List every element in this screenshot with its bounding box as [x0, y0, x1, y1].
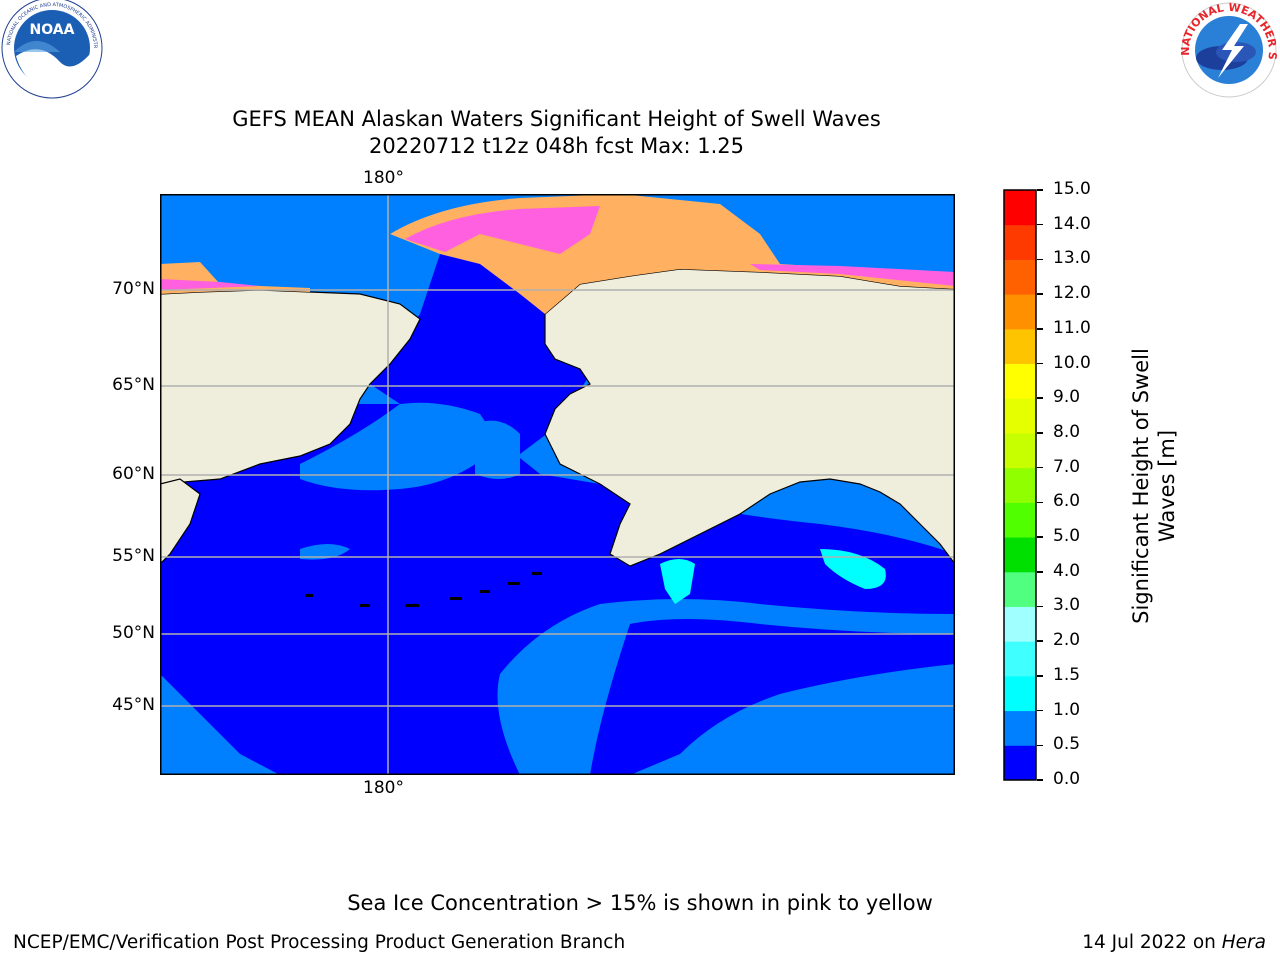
map-gridlines	[160, 194, 955, 775]
colorbar-tick-mark	[1037, 779, 1043, 781]
colorbar-tick-label: 1.0	[1053, 699, 1081, 720]
colorbar-tick-label: 15.0	[1053, 179, 1091, 199]
colorbar-tick-mark	[1037, 466, 1043, 469]
colorbar-segment	[1004, 294, 1036, 330]
colorbar-tick-mark	[1037, 605, 1043, 608]
colorbar-tick-mark	[1037, 362, 1043, 365]
colorbar-segment	[1004, 224, 1036, 260]
colorbar-tick-label: 2.0	[1053, 630, 1081, 651]
svg-text:NOAA: NOAA	[30, 22, 75, 38]
colorbar-label-line2: Waves [m]	[1155, 429, 1179, 543]
colorbar-tick-label: 5.0	[1053, 526, 1081, 547]
colorbar-tick-label: 11.0	[1053, 317, 1091, 338]
lat-label-60n: 60°N	[112, 464, 155, 484]
colorbar-tick-label: 8.0	[1053, 421, 1081, 442]
colorbar-tick-mark	[1037, 328, 1043, 330]
colorbar-segment	[1004, 641, 1036, 677]
colorbar-segment	[1004, 571, 1036, 607]
colorbar-tick-mark	[1037, 536, 1043, 538]
sea-ice-edge-east	[750, 264, 955, 286]
colorbar-tick-mark	[1037, 501, 1043, 504]
colorbar-tick-mark	[1037, 189, 1043, 191]
colorbar-tick-mark	[1037, 293, 1043, 295]
swell-region-mid-bay	[475, 420, 520, 479]
swell-patch-high-2	[820, 549, 886, 589]
lat-label-45n: 45°N	[112, 695, 155, 715]
colorbar-label-line1: Significant Height of Swell	[1129, 348, 1153, 624]
colorbar-tick-label: 7.0	[1053, 456, 1081, 477]
lat-label-50n: 50°N	[112, 623, 155, 643]
footer-credit: NCEP/EMC/Verification Post Processing Pr…	[13, 932, 626, 953]
colorbar-segment	[1004, 328, 1036, 365]
colorbar-tick-mark	[1037, 709, 1043, 712]
aleutian-islands	[305, 572, 542, 607]
footer-host: Hera	[1221, 932, 1266, 953]
swell-region-low	[160, 404, 955, 775]
colorbar-segment	[1004, 190, 1036, 226]
noaa-logo: NOAA NATIONAL OCEANIC AND ATMOSPHERIC AD…	[0, 0, 103, 99]
colorbar-segment	[1004, 606, 1036, 642]
footer-date-text: 14 Jul 2022 on	[1082, 932, 1222, 953]
colorbar-segment	[1004, 363, 1036, 399]
colorbar-tick-label: 10.0	[1053, 352, 1091, 373]
colorbar-tick-label: 3.0	[1053, 595, 1081, 616]
colorbar-segment	[1004, 398, 1036, 434]
map-frame	[160, 194, 955, 775]
lat-label-55n: 55°N	[112, 546, 155, 566]
swell-region-low-south	[590, 619, 955, 775]
lat-label-70n: 70°N	[112, 279, 155, 299]
colorbar	[1003, 189, 1037, 781]
lon-label-top: 180°	[363, 168, 404, 188]
lon-label-bottom: 180°	[363, 778, 404, 798]
footer-date: 14 Jul 2022 on Hera	[1082, 932, 1266, 953]
colorbar-tick-mark	[1037, 432, 1043, 434]
colorbar-tick-label: 1.5	[1053, 664, 1081, 685]
swell-height-map	[160, 194, 955, 775]
colorbar-tick-label: 0.0	[1053, 769, 1081, 789]
chart-title: GEFS MEAN Alaskan Waters Significant Hei…	[232, 107, 881, 131]
colorbar-segment	[1004, 675, 1036, 712]
colorbar-segment	[1004, 467, 1036, 503]
colorbar-tick-mark	[1037, 258, 1043, 261]
colorbar-frame	[1003, 189, 1037, 781]
sea-ice-note: Sea Ice Concentration > 15% is shown in …	[347, 891, 933, 915]
swell-region-mid-bering	[300, 402, 500, 491]
colorbar-tick-label: 0.5	[1053, 734, 1081, 755]
colorbar-tick-label: 12.0	[1053, 283, 1091, 304]
colorbar-segment	[1004, 537, 1036, 573]
colorbar-segment	[1004, 745, 1036, 781]
lat-label-65n: 65°N	[112, 375, 155, 395]
colorbar-tick-mark	[1037, 675, 1043, 677]
colorbar-tick-mark	[1037, 571, 1043, 573]
colorbar-tick-mark	[1037, 397, 1043, 399]
colorbar-tick-mark	[1037, 744, 1043, 747]
swell-patch-mid	[300, 544, 350, 560]
colorbar-segment	[1004, 502, 1036, 538]
sea-ice-edge	[405, 206, 600, 254]
colorbar-segment	[1004, 432, 1036, 469]
swell-patch-high-1	[660, 559, 695, 604]
colorbar-tick-label: 13.0	[1053, 248, 1091, 269]
colorbar-tick-mark	[1037, 223, 1043, 226]
sea-ice-west-pink	[160, 279, 260, 290]
nws-logo: NATIONAL WEATHER SERVICE	[1178, 0, 1279, 98]
colorbar-tick-label: 9.0	[1053, 387, 1081, 408]
colorbar-tick-label: 6.0	[1053, 491, 1081, 512]
colorbar-tick-label: 4.0	[1053, 560, 1081, 581]
colorbar-tick-label: 14.0	[1053, 213, 1091, 234]
colorbar-segment	[1004, 259, 1036, 295]
colorbar-segment	[1004, 710, 1036, 746]
land-kamchatka	[160, 478, 201, 565]
colorbar-label: Significant Height of Swell Waves [m]	[1128, 311, 1180, 661]
colorbar-tick-mark	[1037, 640, 1043, 642]
chart-subtitle: 20220712 t12z 048h fcst Max: 1.25	[369, 134, 744, 158]
